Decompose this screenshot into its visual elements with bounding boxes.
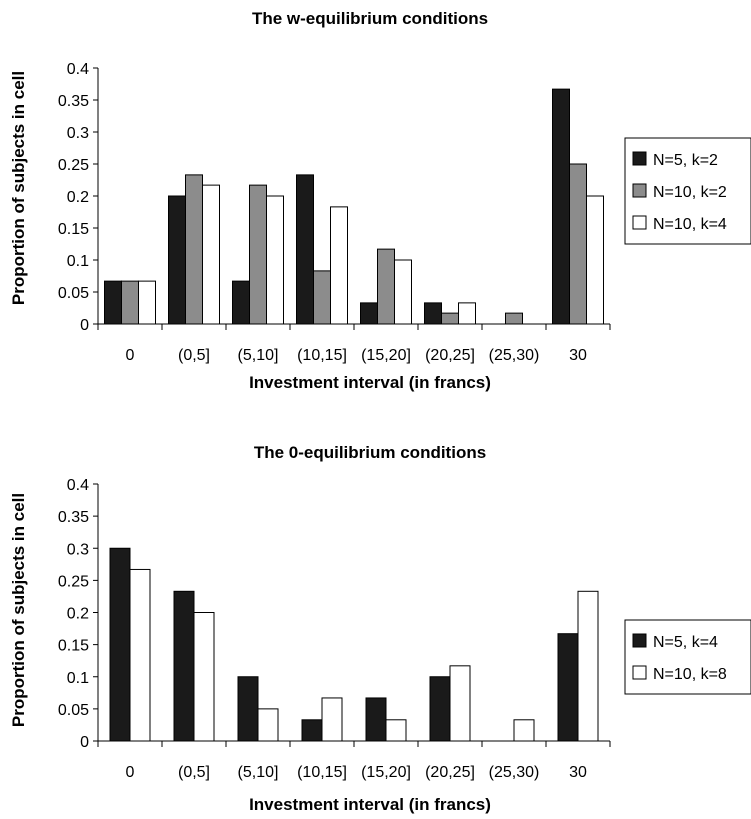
legend-swatch xyxy=(632,215,647,230)
bar-n-10-k-2-0 xyxy=(121,280,139,325)
bar-n-5-k-4-5 xyxy=(429,676,451,742)
bar-n-10-k-4-5 xyxy=(458,302,476,325)
chart-title: The 0-equilibrium conditions xyxy=(254,443,486,462)
y-tick-label: 0.15 xyxy=(58,221,89,238)
x-axis-title: Investment interval (in francs) xyxy=(249,373,491,392)
legend-label: N=5, k=4 xyxy=(653,634,718,651)
y-tick-label: 0.25 xyxy=(58,573,89,590)
y-tick-label: 0.25 xyxy=(58,157,89,174)
y-axis-title: Proportion of subjects in cell xyxy=(9,71,28,305)
x-tick-label: (20,25] xyxy=(425,764,475,781)
x-tick-label: (20,25] xyxy=(425,347,475,364)
bar-n-10-k-8-3 xyxy=(321,697,343,742)
bar-n-10-k-2-2 xyxy=(249,184,267,325)
y-tick-label: 0.15 xyxy=(58,638,89,655)
x-axis-title: Investment interval (in francs) xyxy=(249,795,491,814)
bar-n-5-k-2-0 xyxy=(104,280,122,325)
bar-n-10-k-8-6 xyxy=(513,719,535,742)
y-tick-label: 0.3 xyxy=(67,541,89,558)
x-tick-label: 0 xyxy=(126,764,135,781)
x-tick-label: 30 xyxy=(569,347,587,364)
y-tick-label: 0.35 xyxy=(58,93,89,110)
y-tick-label: 0.4 xyxy=(67,61,89,78)
legend-swatch xyxy=(632,183,647,198)
x-tick-label: (10,15] xyxy=(297,764,347,781)
bar-n-5-k-2-4 xyxy=(360,302,378,325)
bar-n-10-k-8-7 xyxy=(577,590,599,742)
legend-swatch xyxy=(632,633,647,648)
legend-label: N=5, k=2 xyxy=(653,152,718,169)
bar-n-10-k-2-6 xyxy=(505,312,523,325)
x-tick-label: (5,10] xyxy=(238,347,279,364)
bar-n-10-k-4-7 xyxy=(586,195,604,325)
bar-n-10-k-8-1 xyxy=(193,612,215,742)
x-tick-label: (25,30) xyxy=(489,347,540,364)
bar-n-5-k-4-2 xyxy=(237,676,259,742)
legend-label: N=10, k=2 xyxy=(653,184,727,201)
y-tick-label: 0.2 xyxy=(67,189,89,206)
bar-n-5-k-4-1 xyxy=(173,590,195,742)
legend-label: N=10, k=8 xyxy=(653,666,727,683)
chart-0-equilibrium: The 0-equilibrium conditions Investment … xyxy=(0,410,751,819)
y-tick-label: 0.35 xyxy=(58,509,89,526)
y-tick-label: 0.2 xyxy=(67,606,89,623)
legend-box xyxy=(624,619,751,695)
bar-n-5-k-4-3 xyxy=(301,719,323,742)
y-tick-label: 0.4 xyxy=(67,477,89,494)
bar-n-5-k-2-5 xyxy=(424,302,442,325)
chart-0-equilibrium-svg: The 0-equilibrium conditions Investment … xyxy=(9,443,751,814)
x-tick-label: (10,15] xyxy=(297,347,347,364)
bar-n-5-k-4-0 xyxy=(109,547,131,742)
bar-n-10-k-2-5 xyxy=(441,312,459,325)
x-tick-label: (15,20] xyxy=(361,347,411,364)
chart-w-equilibrium-svg: The w-equilibrium conditions Investment … xyxy=(9,9,751,392)
bar-n-10-k-8-5 xyxy=(449,665,471,742)
chart-w-equilibrium: The w-equilibrium conditions Investment … xyxy=(0,0,751,400)
bar-n-10-k-8-4 xyxy=(385,719,407,742)
bar-n-5-k-2-3 xyxy=(296,174,314,325)
x-tick-label: (25,30) xyxy=(489,764,540,781)
x-tick-label: 0 xyxy=(126,347,135,364)
bar-n-10-k-2-1 xyxy=(185,174,203,325)
bar-n-10-k-4-1 xyxy=(202,184,220,325)
y-tick-label: 0.1 xyxy=(67,670,89,687)
y-axis-title: Proportion of subjects in cell xyxy=(9,493,28,727)
x-tick-label: (5,10] xyxy=(238,764,279,781)
bar-n-10-k-8-2 xyxy=(257,708,279,742)
legend-swatch xyxy=(632,665,647,680)
y-tick-label: 0.3 xyxy=(67,125,89,142)
bar-n-10-k-2-7 xyxy=(569,163,587,325)
legend-swatch xyxy=(632,151,647,166)
bar-n-10-k-4-2 xyxy=(266,195,284,325)
y-tick-label: 0.05 xyxy=(58,285,89,302)
y-tick-label: 0.1 xyxy=(67,253,89,270)
bar-n-5-k-4-4 xyxy=(365,697,387,742)
bar-n-10-k-4-4 xyxy=(394,259,412,325)
bar-n-5-k-2-1 xyxy=(168,195,186,325)
y-tick-label: 0.05 xyxy=(58,702,89,719)
bar-n-10-k-2-4 xyxy=(377,248,395,325)
x-tick-label: (0,5] xyxy=(178,764,210,781)
y-tick-label: 0 xyxy=(80,734,89,751)
bar-n-5-k-2-2 xyxy=(232,280,250,325)
chart-title: The w-equilibrium conditions xyxy=(252,9,488,28)
x-tick-label: (0,5] xyxy=(178,347,210,364)
bar-n-5-k-4-7 xyxy=(557,633,579,742)
y-tick-label: 0 xyxy=(80,317,89,334)
bar-n-5-k-2-7 xyxy=(552,88,570,325)
x-tick-label: 30 xyxy=(569,764,587,781)
bar-n-10-k-4-0 xyxy=(138,280,156,325)
bar-n-10-k-8-0 xyxy=(129,568,151,742)
bar-n-10-k-4-3 xyxy=(330,206,348,325)
x-tick-label: (15,20] xyxy=(361,764,411,781)
bar-n-10-k-2-3 xyxy=(313,270,331,325)
legend-label: N=10, k=4 xyxy=(653,216,727,233)
